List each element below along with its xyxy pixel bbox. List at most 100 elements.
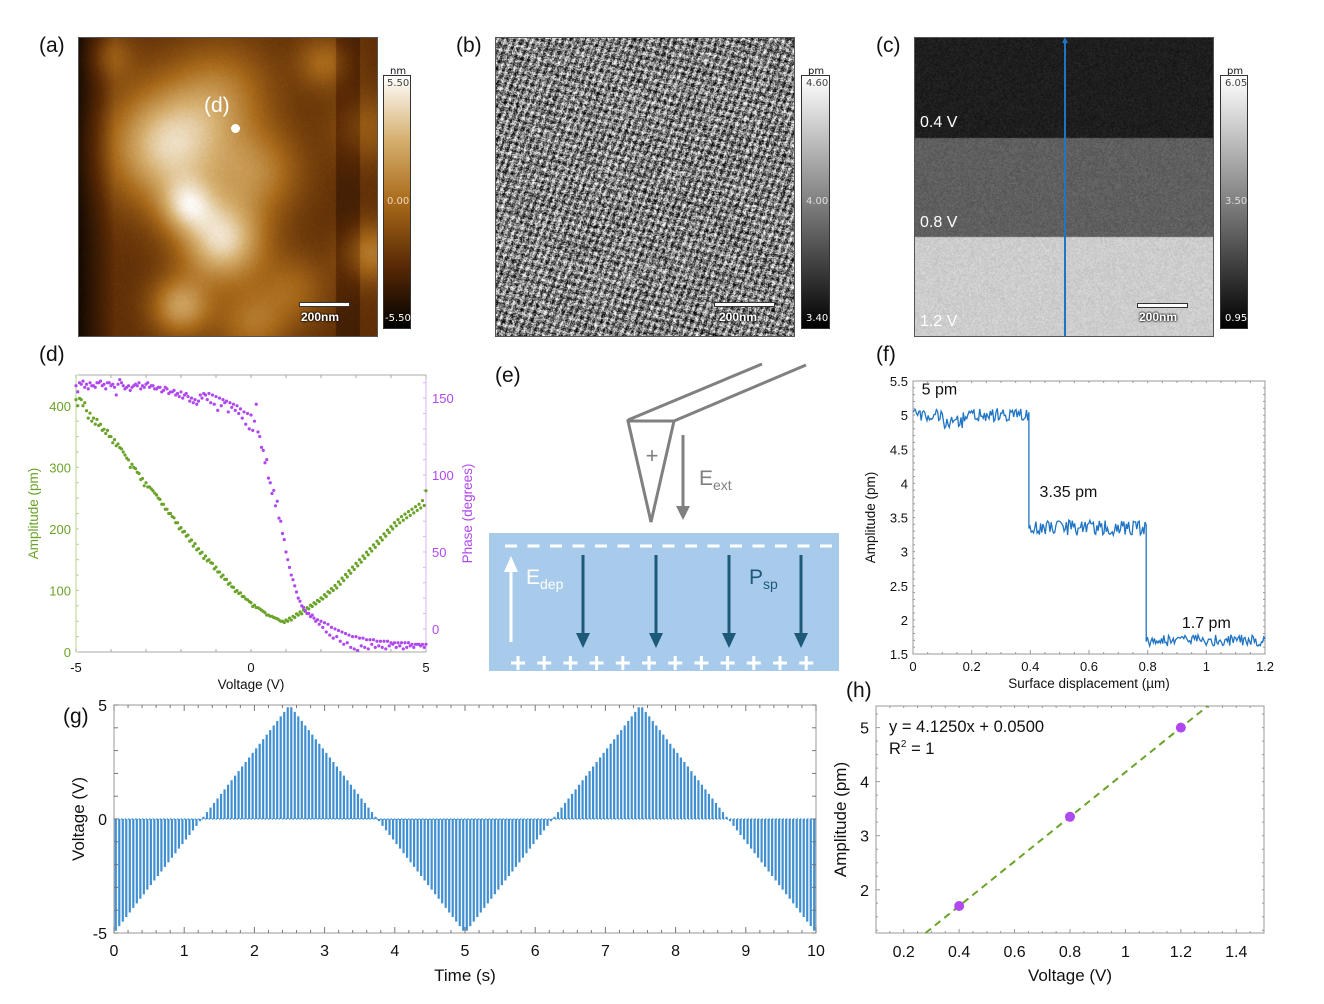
phase-point bbox=[399, 641, 404, 645]
y-tick-label: 4.5 bbox=[890, 442, 908, 457]
phase-point bbox=[226, 410, 230, 414]
phase-point bbox=[368, 638, 372, 642]
phase-point bbox=[205, 398, 209, 402]
phase-point bbox=[310, 613, 314, 617]
amplitude-point bbox=[328, 591, 332, 595]
x-tick-label: 8 bbox=[671, 943, 680, 960]
y-tick-label: 0 bbox=[64, 645, 71, 660]
amplitude-point bbox=[91, 416, 96, 420]
amplitude-point bbox=[223, 577, 227, 581]
amplitude-point bbox=[342, 578, 346, 583]
amplitude-point bbox=[422, 503, 426, 508]
phase-point bbox=[354, 635, 358, 639]
amplitude-point bbox=[366, 553, 370, 557]
y2-tick-label: 150 bbox=[432, 391, 454, 406]
level-annotation: 5 pm bbox=[922, 382, 958, 399]
y-tick-label: 3 bbox=[860, 829, 869, 846]
phase-point bbox=[223, 401, 227, 405]
phase-point bbox=[160, 390, 164, 394]
phase-point bbox=[398, 644, 402, 648]
amplitude-point bbox=[247, 599, 251, 604]
data-point bbox=[1175, 722, 1186, 733]
phase-point bbox=[391, 642, 395, 646]
positive-charge-icon bbox=[589, 656, 604, 670]
p-sp-symbol: P bbox=[749, 566, 763, 589]
phase-point bbox=[338, 639, 342, 643]
phase-point bbox=[280, 531, 285, 536]
amplitude-point bbox=[146, 485, 150, 489]
phase-point bbox=[273, 504, 278, 508]
e-ext-arrow-icon bbox=[676, 435, 690, 520]
phase-point bbox=[179, 390, 183, 394]
x-tick-label: 0.6 bbox=[1080, 659, 1098, 674]
phase-point bbox=[282, 538, 286, 542]
amplitude-point bbox=[81, 404, 85, 408]
y2-tick-label: 0 bbox=[432, 622, 439, 637]
phase-point bbox=[289, 573, 293, 577]
phase-point bbox=[263, 461, 267, 465]
phase-point bbox=[294, 590, 299, 594]
amplitude-point bbox=[370, 549, 374, 553]
amplitude-point bbox=[361, 554, 365, 558]
phase-point bbox=[153, 387, 157, 391]
amplitude-point bbox=[112, 438, 117, 442]
amplitude-point bbox=[373, 545, 377, 549]
phase-point bbox=[212, 402, 216, 406]
phase-point bbox=[200, 396, 204, 400]
phase-point bbox=[336, 628, 341, 633]
phase-point bbox=[146, 381, 150, 385]
phase-point bbox=[350, 635, 355, 639]
amplitude-point bbox=[314, 602, 318, 606]
amplitude-point bbox=[420, 498, 425, 503]
amplitude-point bbox=[93, 422, 97, 426]
amplitude-point bbox=[128, 465, 132, 469]
amplitude-point bbox=[377, 542, 381, 546]
amplitude-point bbox=[230, 585, 234, 589]
r-squared-exponent: 2 bbox=[901, 739, 907, 750]
amplitude-point bbox=[340, 576, 344, 580]
amplitude-point bbox=[338, 582, 342, 586]
r-squared: R2 = 1 bbox=[889, 739, 934, 758]
y-axis-label: Amplitude (pm) bbox=[863, 472, 878, 564]
phase-point bbox=[228, 401, 232, 405]
y-axis-label: Voltage (V) bbox=[69, 777, 88, 861]
amplitude-point bbox=[193, 542, 197, 546]
amplitude-point bbox=[244, 597, 248, 601]
polarization-arrow-icon bbox=[576, 555, 590, 648]
x-axis-label: Voltage (V) bbox=[218, 677, 285, 692]
y-tick-label: 2 bbox=[860, 883, 869, 900]
phase-point bbox=[112, 385, 117, 389]
x-tick-label: 0.2 bbox=[963, 659, 981, 674]
amplitude-point bbox=[310, 604, 314, 609]
phase-point bbox=[419, 644, 423, 648]
amplitude-point bbox=[378, 535, 383, 540]
data-point bbox=[1065, 811, 1075, 822]
phase-point bbox=[265, 458, 269, 462]
x-tick-label: 3 bbox=[320, 943, 329, 960]
phase-point bbox=[380, 645, 384, 649]
arrow-head bbox=[649, 633, 663, 648]
phase-point bbox=[125, 385, 129, 389]
colorbar-a bbox=[383, 75, 411, 329]
scalebar-label-c: 200nm bbox=[1139, 310, 1178, 324]
y-tick-label: -5 bbox=[93, 926, 107, 943]
phase-point bbox=[275, 499, 279, 503]
positive-charge-icon bbox=[694, 656, 709, 670]
phase-point bbox=[284, 550, 288, 554]
colorbar-max-c: 6.05 bbox=[1225, 78, 1248, 89]
amplitude-point bbox=[368, 546, 372, 551]
x-tick-label: 2 bbox=[250, 943, 259, 960]
phase-point bbox=[93, 385, 97, 389]
amplitude-point bbox=[410, 507, 414, 511]
phase-point bbox=[163, 385, 167, 389]
measurement-point-label: (d) bbox=[204, 94, 230, 117]
profile-arrow-icon bbox=[1062, 37, 1068, 43]
phase-point bbox=[296, 596, 300, 600]
x-tick-label: 1.4 bbox=[1225, 944, 1247, 961]
amplitude-point bbox=[265, 613, 269, 617]
x-tick-label: 4 bbox=[390, 943, 399, 960]
amplitude-point bbox=[135, 470, 139, 474]
amplitude-point bbox=[233, 590, 237, 594]
phase-point bbox=[132, 384, 136, 388]
phase-point bbox=[118, 378, 122, 382]
